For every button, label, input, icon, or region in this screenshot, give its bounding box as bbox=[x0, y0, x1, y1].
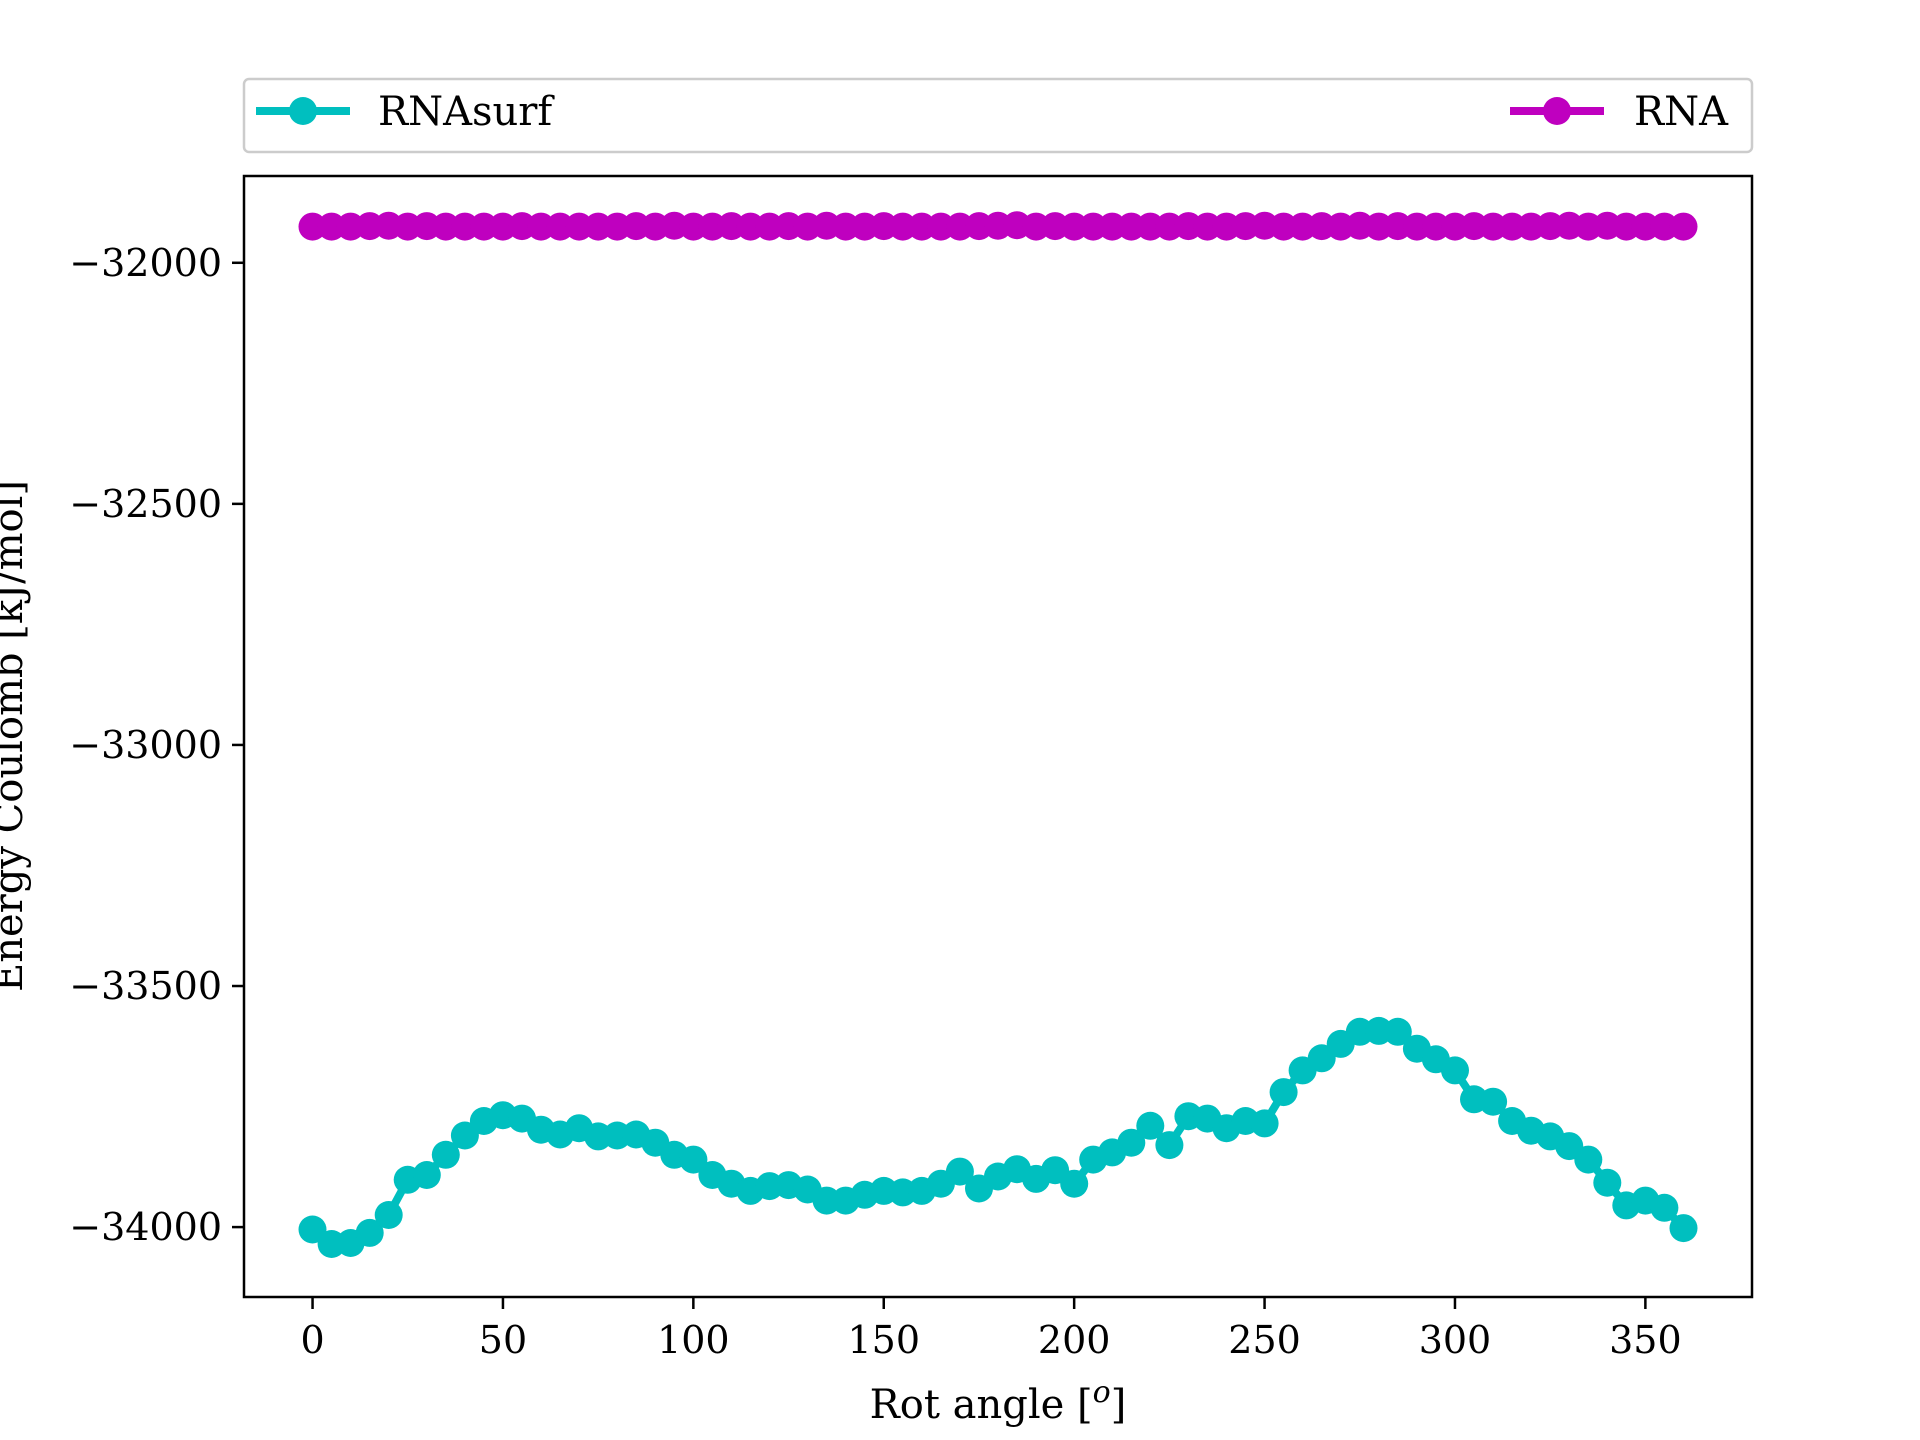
x-tick-label: 100 bbox=[657, 1318, 730, 1362]
x-tick-label: 300 bbox=[1419, 1318, 1492, 1362]
series-layer bbox=[298, 211, 1698, 1258]
x-tick-label: 150 bbox=[847, 1318, 920, 1362]
legend-label-rna: RNA bbox=[1634, 89, 1729, 135]
y-tick-label: −33000 bbox=[69, 723, 222, 767]
data-point-rnasurf bbox=[355, 1218, 384, 1247]
data-point-rnasurf bbox=[945, 1157, 974, 1186]
legend: RNAsurf RNA bbox=[242, 77, 1754, 154]
y-axis-ticks: −32000 −32500 −33000 −33500 −34000 bbox=[69, 241, 244, 1249]
data-point-rna bbox=[1669, 212, 1698, 241]
x-axis-label: Rot angle [o] bbox=[870, 1375, 1127, 1428]
data-point-rnasurf bbox=[1269, 1078, 1298, 1107]
legend-marker-rna bbox=[1543, 97, 1571, 125]
data-point-rnasurf bbox=[1650, 1193, 1679, 1222]
x-tick-label: 0 bbox=[300, 1318, 324, 1362]
data-point-rnasurf bbox=[450, 1121, 479, 1150]
legend-label-rnasurf: RNAsurf bbox=[378, 89, 555, 135]
data-point-rnasurf bbox=[1155, 1131, 1184, 1160]
x-tick-label: 50 bbox=[479, 1318, 527, 1362]
data-point-rnasurf bbox=[1060, 1169, 1089, 1198]
x-tick-label: 200 bbox=[1038, 1318, 1111, 1362]
data-point-rnasurf bbox=[431, 1140, 460, 1169]
data-point-rnasurf bbox=[1307, 1044, 1336, 1073]
data-point-rnasurf bbox=[1479, 1087, 1508, 1116]
y-tick-label: −32000 bbox=[69, 241, 222, 285]
y-tick-label: −34000 bbox=[69, 1205, 222, 1249]
x-tick-label: 350 bbox=[1609, 1318, 1682, 1362]
legend-marker-rnasurf bbox=[289, 97, 317, 125]
legend-entry-rnasurf: RNAsurf bbox=[256, 89, 555, 135]
data-point-rnasurf bbox=[1136, 1111, 1165, 1140]
data-point-rnasurf bbox=[412, 1161, 441, 1189]
data-point-rnasurf bbox=[1669, 1214, 1698, 1243]
data-point-rnasurf bbox=[374, 1201, 403, 1229]
y-axis-label: Energy Coulomb [kJ/mol] bbox=[0, 480, 32, 992]
data-point-rnasurf bbox=[679, 1145, 708, 1174]
x-tick-label: 250 bbox=[1228, 1318, 1301, 1362]
x-axis-ticks: 0 50 100 150 200 250 300 350 bbox=[300, 1297, 1682, 1362]
data-point-rnasurf bbox=[1117, 1128, 1146, 1157]
data-point-rnasurf bbox=[1383, 1017, 1412, 1046]
plot-frame bbox=[242, 174, 1754, 1299]
data-point-rnasurf bbox=[298, 1215, 327, 1244]
data-point-rnasurf bbox=[1250, 1109, 1279, 1138]
series-line-rnasurf bbox=[310, 1026, 1687, 1248]
legend-frame bbox=[242, 77, 1754, 154]
y-tick-label: −32500 bbox=[69, 482, 222, 526]
data-point-rnasurf bbox=[1441, 1056, 1469, 1085]
legend-entry-rna: RNA bbox=[1510, 89, 1729, 135]
y-tick-label: −33500 bbox=[69, 964, 222, 1008]
data-point-rnasurf bbox=[1593, 1168, 1622, 1197]
data-point-rnasurf bbox=[1574, 1145, 1603, 1174]
